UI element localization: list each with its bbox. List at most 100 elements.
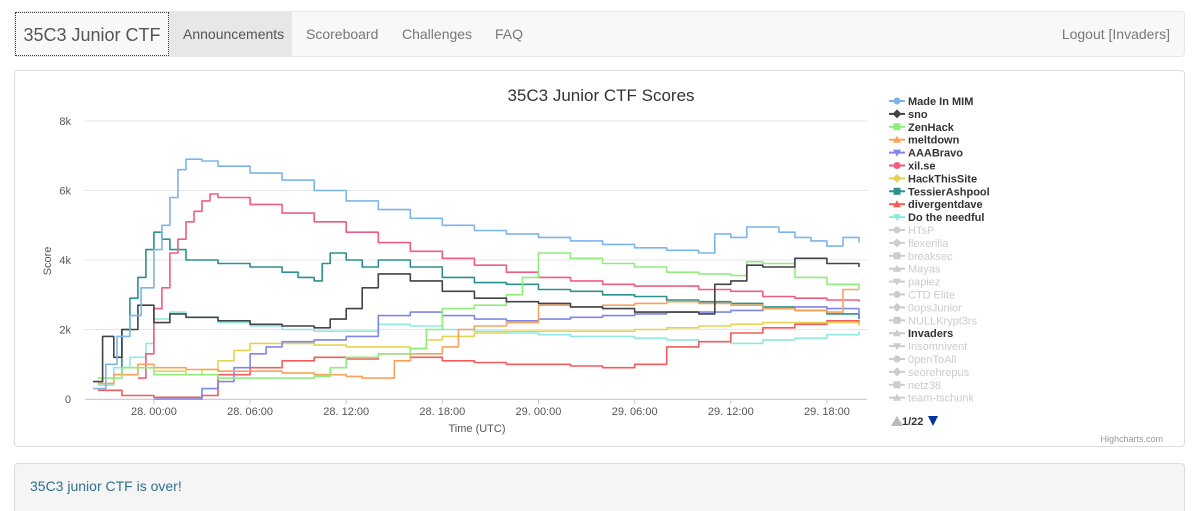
legend-label: xil.se: [908, 161, 936, 173]
legend-item[interactable]: TessierAshpool: [889, 186, 990, 198]
legend-triangle-down-icon: [893, 343, 901, 351]
legend-item[interactable]: AAABravo: [889, 148, 963, 160]
legend-label: meltdown: [908, 135, 960, 147]
legend-triangle-down-icon: [893, 278, 901, 286]
series-line-xil-se[interactable]: [137, 193, 860, 379]
y-tick-label: 6k: [59, 186, 71, 198]
series-line-zenhack[interactable]: [97, 252, 860, 379]
legend-item[interactable]: Invaders: [889, 328, 953, 340]
x-tick-label: 29. 12:00: [708, 406, 754, 418]
legend-item[interactable]: sno: [889, 109, 928, 121]
legend-circle-icon: [893, 162, 901, 169]
pager-up-arrow-icon[interactable]: [891, 416, 903, 426]
legend-triangle-icon: [893, 200, 901, 208]
y-axis-title: Score: [42, 247, 54, 276]
legend-item[interactable]: team-tschunk: [889, 393, 975, 405]
legend-label: HTsP: [908, 225, 934, 237]
series-line-meltdown[interactable]: [97, 288, 859, 385]
pager-label: 1/22: [902, 416, 923, 428]
scores-chart: 35C3 Junior CTF Scores 0 2k 4k 6k 8k 28. 00:…: [42, 86, 1163, 444]
brand-link[interactable]: 35C3 Junior CTF: [15, 12, 169, 56]
legend-item[interactable]: divergentdave: [889, 199, 983, 211]
legend-diamond-icon: [892, 238, 902, 248]
legend-triangle-icon: [893, 329, 901, 337]
legend-triangle-down-icon: [893, 149, 901, 157]
series-line-hackthissite[interactable]: [153, 321, 860, 376]
legend-item[interactable]: Mayas: [889, 264, 941, 276]
legend-label: sno: [908, 109, 928, 121]
legend-label: Invaders: [908, 328, 953, 340]
y-axis-ticks: 0 2k 4k 6k 8k: [59, 116, 71, 406]
legend-label: AAABravo: [908, 148, 963, 160]
legend-square-icon: [893, 252, 901, 260]
legend-triangle-down-icon: [893, 214, 901, 222]
legend-item[interactable]: Do the needful: [889, 212, 984, 224]
chart-series: [93, 158, 860, 400]
legend-item[interactable]: papiez: [889, 277, 940, 289]
legend-circle-icon: [893, 226, 901, 234]
nav-faq[interactable]: FAQ: [495, 26, 524, 42]
nav-scoreboard[interactable]: Scoreboard: [306, 26, 379, 42]
legend-item[interactable]: Made In MIM: [889, 96, 973, 108]
x-axis-ticks: 28. 00:00 28. 06:00 28. 12:00 28. 18:00 29. …: [131, 399, 850, 418]
legend-item[interactable]: HTsP: [889, 225, 934, 237]
legend-item[interactable]: xil.se: [889, 161, 936, 173]
logout-link[interactable]: Logout [Invaders]: [1061, 26, 1170, 42]
chart-credits[interactable]: Highcharts.com: [1100, 434, 1163, 444]
y-tick-label: 4k: [59, 255, 71, 267]
legend-item[interactable]: flexerilla: [889, 238, 949, 250]
chart-title: 35C3 Junior CTF Scores: [507, 86, 694, 105]
y-tick-label: 8k: [59, 116, 71, 128]
scores-chart-panel: 35C3 Junior CTF Scores 0 2k 4k 6k 8k 28. 00:…: [14, 70, 1185, 447]
legend-label: netz38: [908, 380, 941, 392]
series-line-made-in-mim[interactable]: [93, 158, 860, 390]
nav-announcements[interactable]: Announcements: [169, 12, 292, 56]
legend-item[interactable]: meltdown: [889, 135, 960, 147]
top-navbar: 35C3 Junior CTF Announcements Scoreboard…: [14, 11, 1185, 57]
legend-square-icon: [893, 187, 901, 195]
legend-circle-icon: [893, 291, 901, 298]
legend-label: Mayas: [908, 264, 941, 276]
x-tick-label: 29. 06:00: [612, 406, 658, 418]
legend-square-icon: [893, 381, 901, 389]
legend-item[interactable]: netz38: [889, 380, 941, 392]
legend-label: divergentdave: [908, 199, 983, 211]
legend-label: papiez: [908, 277, 940, 289]
x-tick-label: 28. 12:00: [323, 406, 369, 418]
series-line-tessierashpool[interactable]: [113, 231, 860, 376]
legend-item[interactable]: 0opsJunior: [889, 302, 962, 314]
legend-item[interactable]: Insomnivent: [889, 341, 967, 353]
y-tick-label: 2k: [59, 325, 71, 337]
legend-item[interactable]: CTD Elite: [889, 290, 955, 302]
legend-item[interactable]: seorehrepus: [889, 367, 970, 379]
legend-label: flexerilla: [908, 238, 949, 250]
legend-label: 0penToAll: [908, 354, 956, 366]
x-tick-label: 29. 18:00: [804, 406, 850, 418]
legend-square-icon: [893, 123, 901, 131]
nav-challenges[interactable]: Challenges: [402, 26, 473, 42]
legend-square-icon: [893, 316, 901, 324]
legend-item[interactable]: HackThisSite: [889, 173, 977, 185]
legend-label: Made In MIM: [908, 96, 973, 108]
legend-label: 0opsJunior: [908, 302, 962, 314]
pager-down-arrow-icon[interactable]: [928, 416, 938, 426]
series-line-aaabravo[interactable]: [153, 306, 860, 400]
legend-label: seorehrepus: [908, 367, 970, 379]
legend-item[interactable]: NULLKrypt3rs: [889, 315, 978, 327]
legend-item[interactable]: 0penToAll: [889, 354, 956, 366]
legend-diamond-icon: [892, 109, 902, 119]
legend-label: team-tschunk: [908, 393, 975, 405]
announcement-title: 35C3 junior CTF is over!: [30, 478, 182, 494]
y-tick-label: 0: [65, 394, 71, 406]
legend-label: NULLKrypt3rs: [908, 315, 978, 327]
legend-item[interactable]: ZenHack: [889, 122, 955, 134]
series-line-sno[interactable]: [93, 257, 860, 383]
legend-item[interactable]: breaksec: [889, 251, 953, 263]
x-tick-label: 28. 00:00: [131, 406, 177, 418]
legend-label: TessierAshpool: [908, 186, 990, 198]
legend-diamond-icon: [892, 173, 902, 183]
x-tick-label: 29. 00:00: [516, 406, 562, 418]
legend-label: Do the needful: [908, 212, 984, 224]
legend-diamond-icon: [892, 367, 902, 377]
chart-legend: Made In MIMsnoZenHackmeltdownAAABravoxil…: [889, 96, 990, 405]
